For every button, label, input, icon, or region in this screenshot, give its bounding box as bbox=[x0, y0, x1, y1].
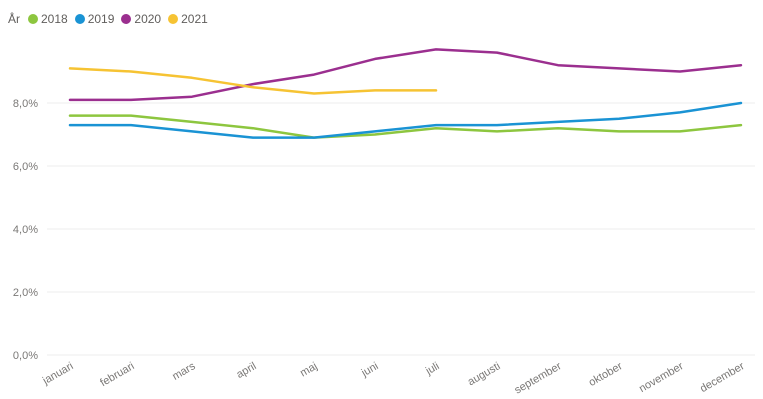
y-tick-label: 2,0% bbox=[13, 287, 38, 299]
legend-label-2019: 2019 bbox=[87, 12, 115, 26]
x-tick-label: maj bbox=[298, 360, 319, 379]
series-line-2021[interactable] bbox=[68, 67, 438, 95]
legend-item-2020[interactable]: 2020 bbox=[121, 12, 161, 26]
x-tick-label: april bbox=[234, 360, 258, 381]
y-tick-label: 4,0% bbox=[13, 224, 38, 236]
x-tick-label: oktober bbox=[587, 360, 625, 389]
y-axis: 0,0% 2,0% 4,0% 6,0% 8,0% bbox=[13, 98, 38, 362]
x-tick-label: september bbox=[512, 360, 563, 397]
y-tick-label: 8,0% bbox=[13, 98, 38, 110]
x-tick-label: februari bbox=[98, 360, 136, 389]
x-axis: januari februari mars april maj juni juli augus… bbox=[40, 360, 747, 397]
legend-item-2021[interactable]: 2021 bbox=[168, 12, 208, 26]
legend-marker-2018 bbox=[28, 14, 38, 24]
series-line-2020[interactable] bbox=[68, 48, 743, 102]
y-tick-label: 6,0% bbox=[13, 161, 38, 173]
series-line-2019[interactable] bbox=[68, 101, 743, 139]
legend-marker-2021 bbox=[168, 14, 179, 24]
x-tick-label: juni bbox=[359, 360, 381, 379]
x-tick-label: november bbox=[637, 360, 686, 395]
gridlines bbox=[47, 102, 755, 356]
y-tick-label: 0,0% bbox=[13, 350, 38, 362]
series-lines bbox=[68, 48, 743, 139]
legend-item-2019[interactable]: 2019 bbox=[74, 12, 115, 26]
x-tick-label: januari bbox=[40, 360, 75, 387]
series-line-2018[interactable] bbox=[68, 114, 743, 139]
legend-title: År bbox=[8, 12, 20, 26]
legend-item-2018[interactable]: 2018 bbox=[28, 12, 68, 26]
x-tick-label: augusti bbox=[466, 360, 503, 388]
legend-label-2021: 2021 bbox=[181, 12, 208, 26]
legend-label-2018: 2018 bbox=[41, 12, 68, 26]
x-tick-label: juli bbox=[423, 360, 442, 378]
legend-marker-2019 bbox=[74, 14, 85, 24]
chart-legend: År 2018 2019 2020 2021 bbox=[8, 9, 215, 29]
x-tick-label: mars bbox=[170, 360, 198, 383]
legend-label-2020: 2020 bbox=[134, 12, 162, 26]
x-tick-label: december bbox=[698, 360, 747, 395]
legend-marker-2020 bbox=[121, 14, 132, 24]
